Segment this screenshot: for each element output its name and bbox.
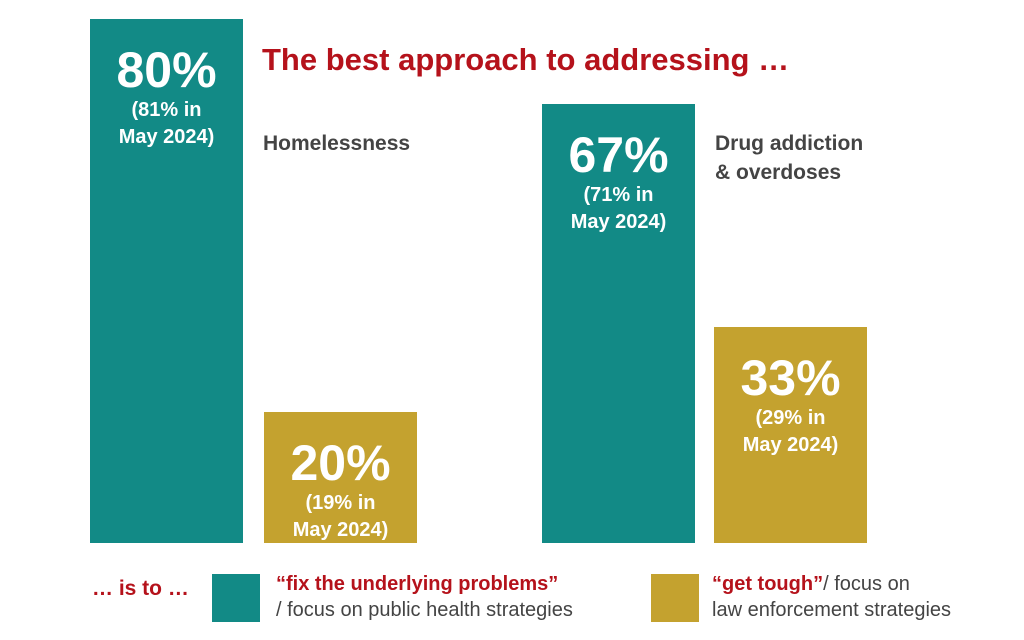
bar-comparison-note: (29% in May 2024) xyxy=(742,406,839,456)
bar-get-tough-homelessness: 20% (19% in May 2024) xyxy=(264,412,417,543)
category-label-homelessness: Homelessness xyxy=(263,132,411,155)
bar-value-label: 67% xyxy=(568,127,669,184)
bar-comparison-note: (71% in May 2024) xyxy=(570,184,667,234)
legend-desc-get-tough-line2: law enforcement strategies xyxy=(712,599,952,621)
legend-desc-fix-problems: / focus on public health strategies xyxy=(276,599,573,621)
legend-item-fix-problems: “fix the underlying problems” / focus on… xyxy=(276,571,573,623)
bar-label-group: 33% (29% in May 2024) xyxy=(714,327,867,459)
bar-label-group: 20% (19% in May 2024) xyxy=(264,412,417,544)
bar-value-label: 80% xyxy=(116,42,217,98)
legend-swatch-fix-problems xyxy=(212,574,260,622)
legend-label-fix-problems: “fix the underlying problems” xyxy=(276,573,559,595)
legend-desc-get-tough-line1: / focus on xyxy=(823,573,910,595)
bar-comparison-note: (81% in May 2024) xyxy=(118,99,215,148)
bar-value-label: 33% xyxy=(740,349,841,406)
bar-label-group: 80% (81% in May 2024) xyxy=(90,19,243,151)
legend-lead-text: … is to … xyxy=(92,577,189,600)
category-label-drug-addiction: Drug addiction & overdoses xyxy=(715,132,864,184)
bar-comparison-note: (19% in May 2024) xyxy=(292,492,389,541)
legend-item-get-tough: “get tough”/ focus on law enforcement st… xyxy=(712,571,951,623)
bar-label-group: 67% (71% in May 2024) xyxy=(542,104,695,236)
legend-swatch-get-tough xyxy=(651,574,699,622)
bar-fix-problems-drug-addiction: 67% (71% in May 2024) xyxy=(542,104,695,543)
legend-label-get-tough: “get tough” xyxy=(712,573,824,595)
bar-get-tough-drug-addiction: 33% (29% in May 2024) xyxy=(714,326,867,543)
chart-title: The best approach to addressing … xyxy=(262,42,790,77)
bar-value-label: 20% xyxy=(290,435,391,491)
bar-fix-problems-homelessness: 80% (81% in May 2024) xyxy=(90,19,243,543)
